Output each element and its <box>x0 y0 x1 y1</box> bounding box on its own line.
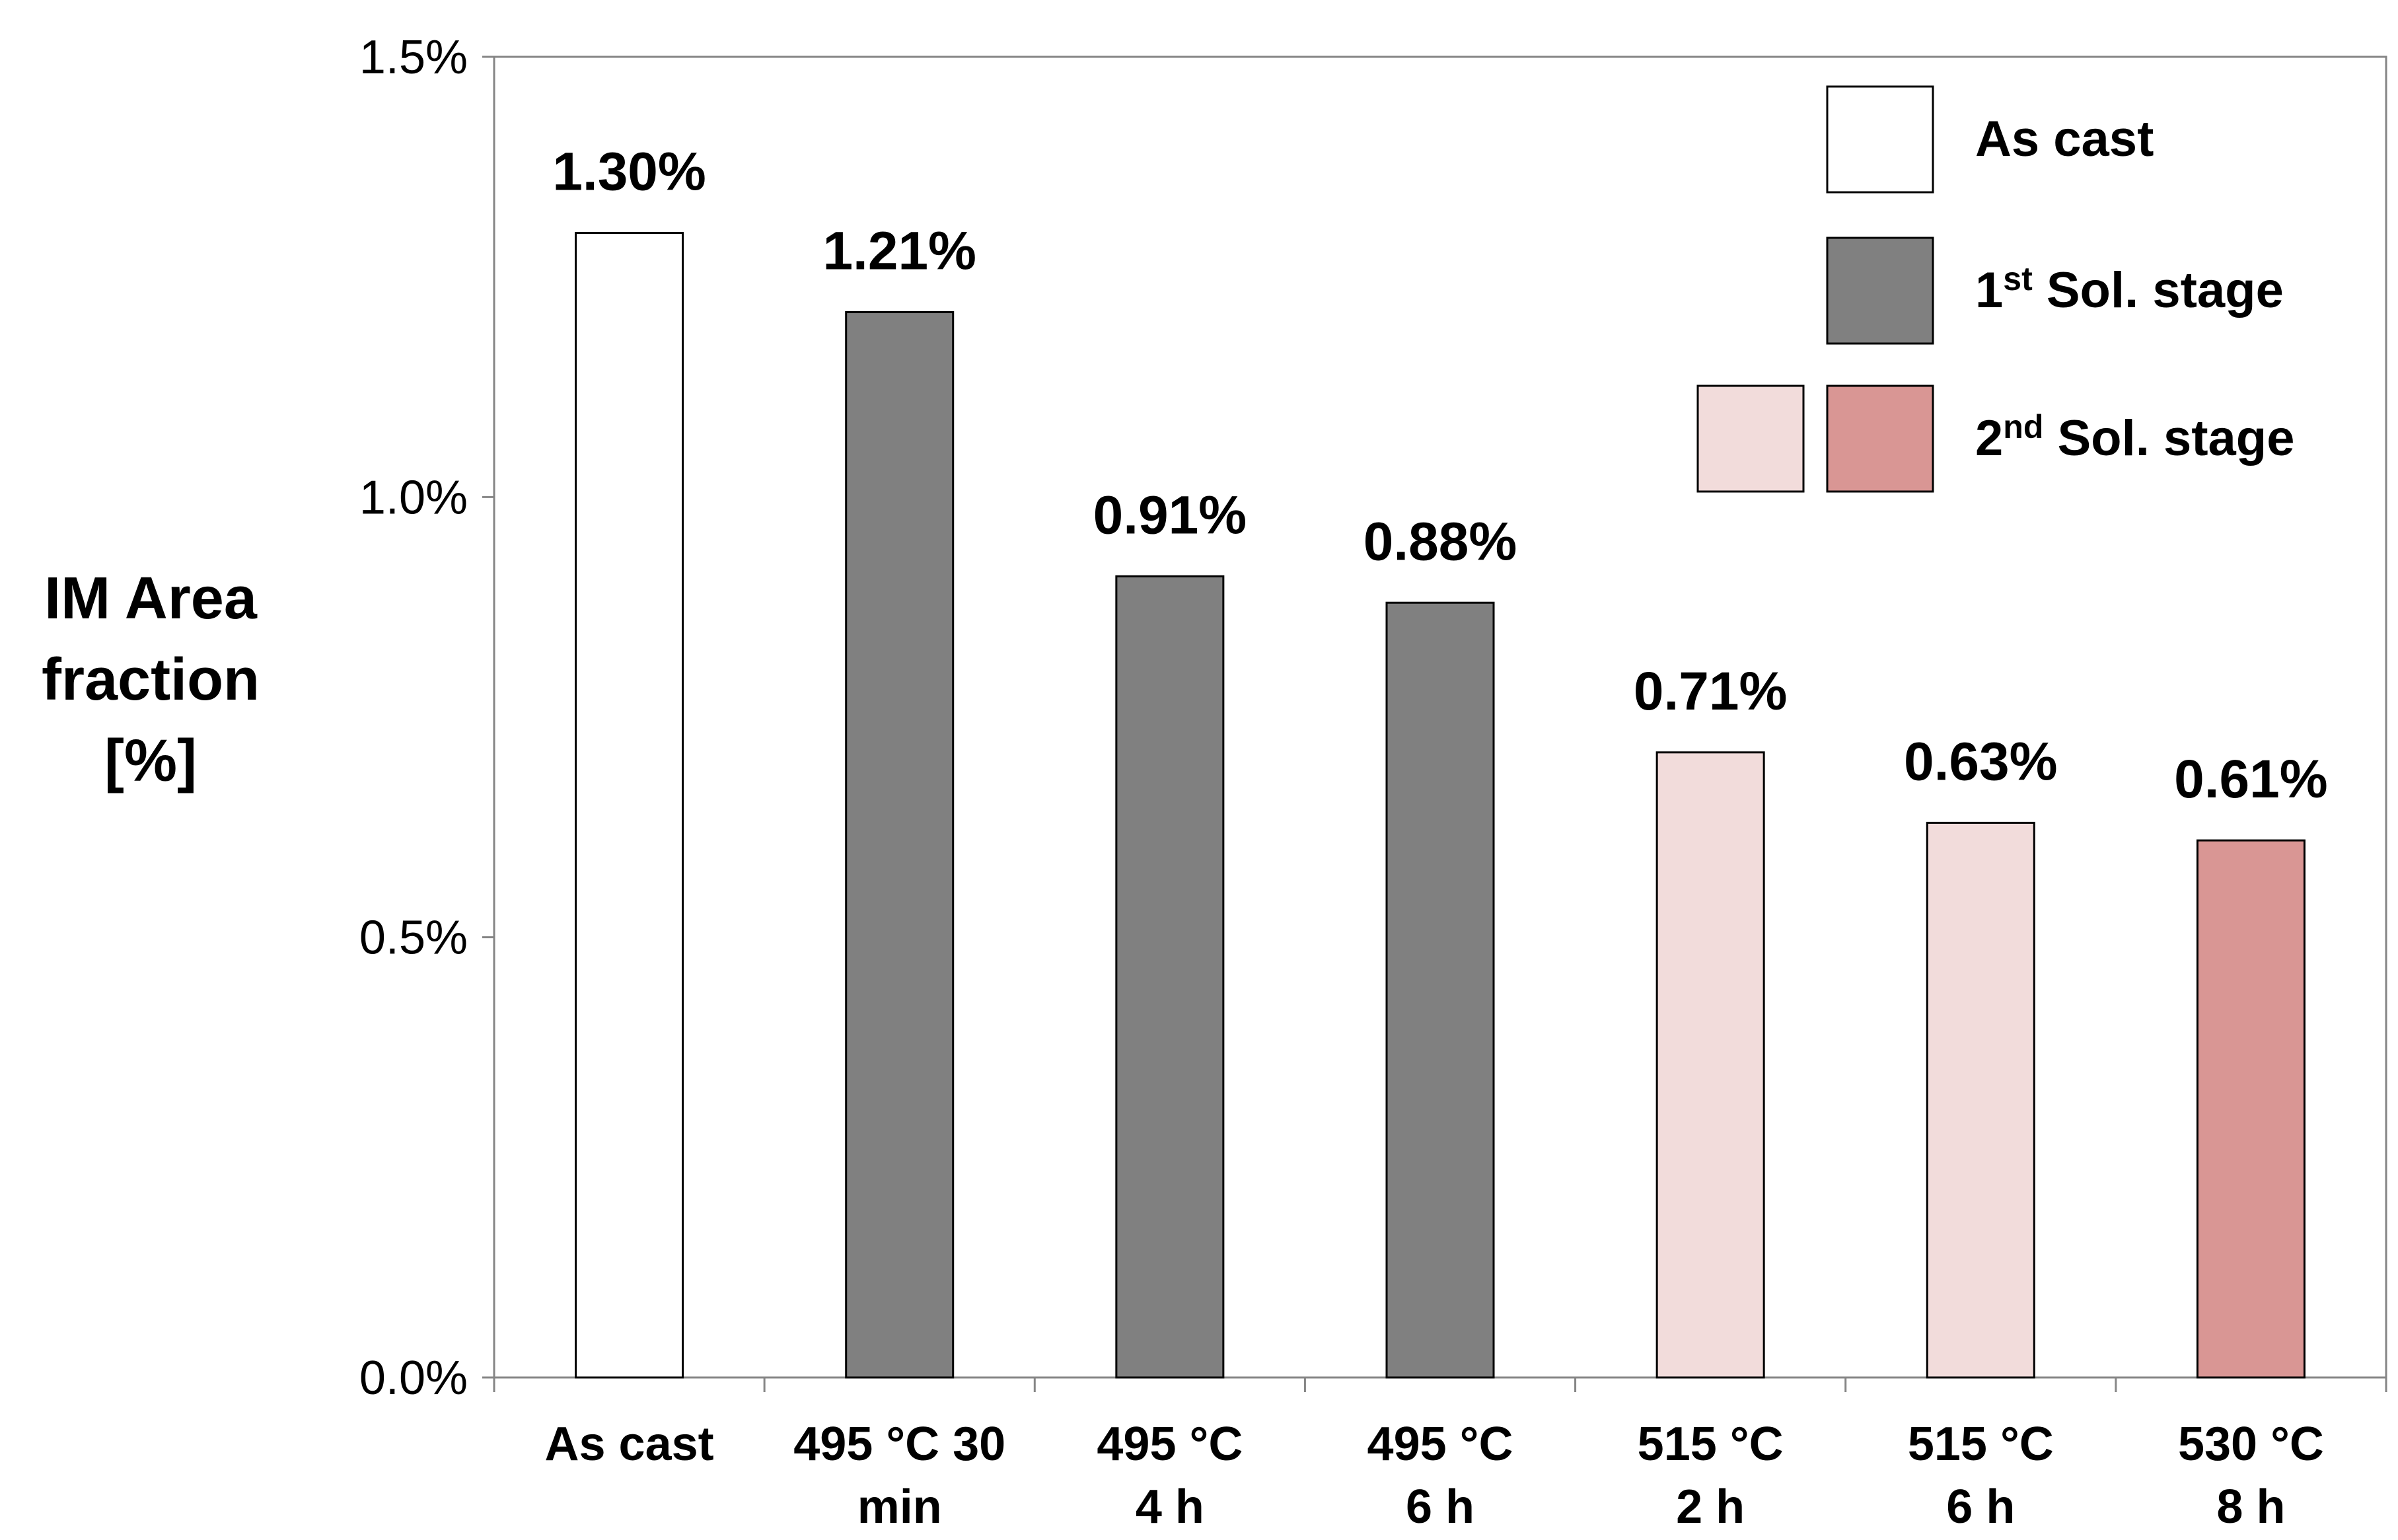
x-tick-label: 6 h <box>1406 1481 1474 1533</box>
y-axis-title: fraction <box>42 647 260 713</box>
y-tick-label: 1.5% <box>359 31 468 84</box>
y-axis-ticks: 0.0% 0.5% 1.0% 1.5% <box>359 31 494 1405</box>
bar <box>1655 751 1765 1379</box>
y-tick-label: 0.5% <box>359 912 468 965</box>
bar <box>1926 821 2035 1379</box>
x-tick-label: 495 °C <box>1367 1418 1513 1471</box>
data-label: 0.71% <box>1634 661 1788 721</box>
data-labels: 1.30% 1.21% 0.91% 0.88% 0.71% 0.63% 0.61% <box>552 142 2327 810</box>
x-tick-label: 4 h <box>1136 1481 1204 1533</box>
data-label: 0.63% <box>1904 731 2058 791</box>
x-tick-label: 495 °C 30 <box>793 1418 1005 1471</box>
y-tick-label: 0.0% <box>359 1352 468 1405</box>
x-tick-label: 515 °C <box>1908 1418 2054 1471</box>
legend-swatch <box>1826 85 1934 194</box>
y-axis-title: IM Area <box>44 566 258 632</box>
legend-entry-label: 1st Sol. stage <box>1975 260 2284 318</box>
data-label: 1.21% <box>822 221 976 281</box>
y-tick-label: 1.0% <box>359 471 468 524</box>
bar <box>845 311 955 1379</box>
bar <box>1385 601 1495 1379</box>
x-tick-label: 8 h <box>2216 1481 2285 1533</box>
legend-swatch <box>1826 237 1934 345</box>
x-axis-categories: As cast 495 °C 30 min 495 °C 4 h 495 °C 6 h 515… <box>544 1418 2323 1533</box>
y-axis-label: IM Area fraction [%] <box>42 566 260 794</box>
data-label: 0.88% <box>1363 511 1517 571</box>
x-tick-label: As cast <box>544 1418 713 1471</box>
legend-swatch <box>1826 385 1934 493</box>
bar <box>2196 839 2306 1379</box>
bars <box>575 232 2306 1379</box>
x-tick-label: 515 °C <box>1638 1418 1784 1471</box>
legend: As cast 1st Sol. stage 2nd Sol. stage <box>1696 85 2295 493</box>
x-tick-label: 2 h <box>1676 1481 1745 1533</box>
legend-entry-label: As cast <box>1975 111 2154 167</box>
data-label: 0.91% <box>1093 485 1247 545</box>
x-tick-label: 6 h <box>1946 1481 2015 1533</box>
bar <box>575 232 684 1379</box>
y-axis-title: [%] <box>104 728 197 794</box>
data-label: 0.61% <box>2174 749 2328 809</box>
data-label: 1.30% <box>552 142 706 202</box>
x-tick-label: min <box>857 1481 942 1533</box>
bar <box>1115 575 1225 1379</box>
x-tick-label: 530 °C <box>2178 1418 2324 1471</box>
legend-swatch <box>1696 385 1805 493</box>
legend-entry-label: 2nd Sol. stage <box>1975 408 2295 466</box>
x-tick-label: 495 °C <box>1097 1418 1243 1471</box>
